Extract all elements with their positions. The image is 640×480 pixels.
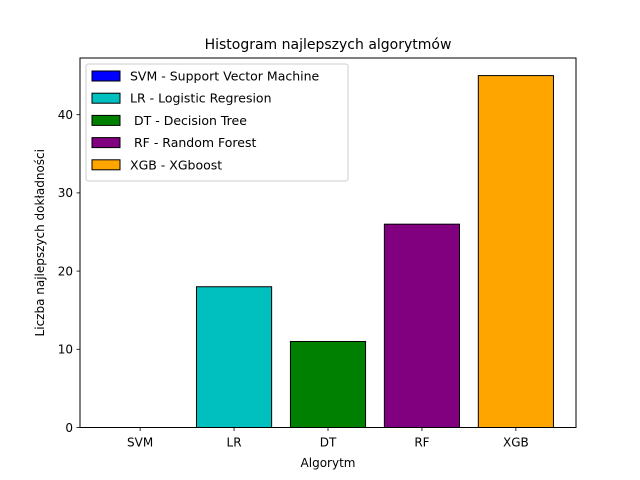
x-tick-label-lr: LR xyxy=(227,436,242,450)
legend-label-rf: RF - Random Forest xyxy=(130,135,256,150)
y-tick-label-20: 20 xyxy=(58,264,73,278)
y-tick-label-30: 30 xyxy=(58,186,73,200)
legend-swatch-lr xyxy=(91,92,121,104)
legend-swatch-xgb xyxy=(91,159,121,171)
bar-dt xyxy=(289,340,367,428)
x-axis-label: Algorytm xyxy=(301,456,356,470)
plot-area: SVM LR DT RF XGB 0 10 20 30 40 xyxy=(58,75,554,450)
y-tick-label-10: 10 xyxy=(58,343,73,357)
legend: SVM - Support Vector Machine LR - Logisti… xyxy=(85,63,349,182)
x-tick-label-rf: RF xyxy=(414,436,429,450)
x-tick-label-svm: SVM xyxy=(127,436,153,450)
legend-frame xyxy=(85,63,349,182)
legend-label-xgb: XGB - XGboost xyxy=(130,157,222,172)
bar-rf xyxy=(383,223,461,428)
legend-label-lr: LR - Logistic Regresion xyxy=(130,91,272,106)
y-tick-label-40: 40 xyxy=(58,108,73,122)
y-tick-label-0: 0 xyxy=(65,421,73,435)
y-axis-label: Liczba najlepszych dokładności xyxy=(33,149,47,336)
chart-title: Histogram najlepszych algorytmów xyxy=(205,37,452,53)
legend-swatch-dt xyxy=(91,114,121,126)
bar-lr xyxy=(195,286,273,428)
x-tick-label-xgb: XGB xyxy=(503,436,529,450)
legend-swatch-svm xyxy=(91,70,121,82)
legend-label-dt: DT - Decision Tree xyxy=(130,113,247,128)
legend-swatch-rf xyxy=(91,137,121,149)
bar-xgb xyxy=(477,75,554,428)
axes-frame xyxy=(79,57,577,428)
legend-label-svm: SVM - Support Vector Machine xyxy=(130,69,320,84)
x-tick-label-dt: DT xyxy=(320,436,337,450)
